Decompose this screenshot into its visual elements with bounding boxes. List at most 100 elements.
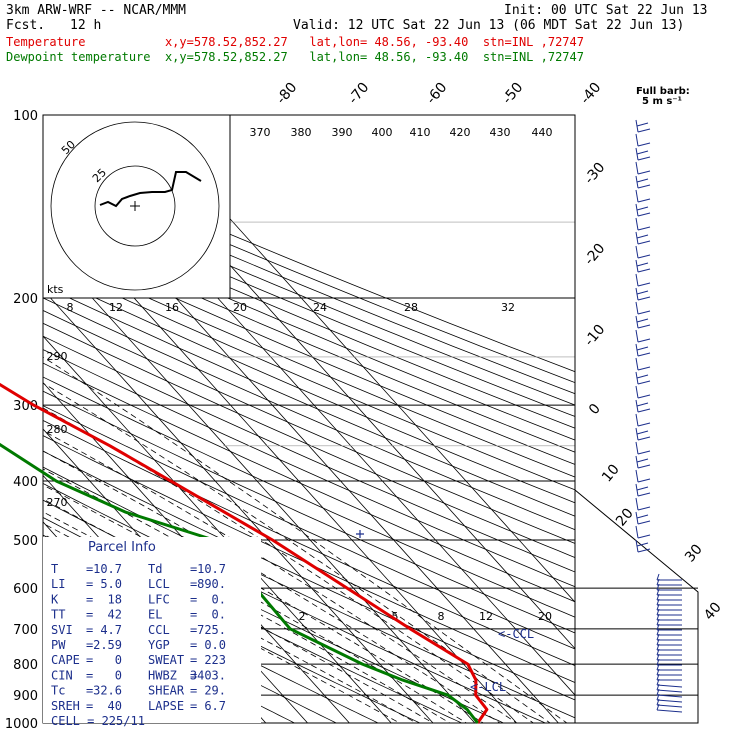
- parcel-value: 6.7: [204, 699, 226, 713]
- isotherm-line: [43, 289, 434, 723]
- wind-barb-flag: [656, 593, 660, 601]
- parcel-value: 0.: [212, 608, 226, 622]
- wind-barb-flag: [656, 608, 660, 616]
- wind-barb: [656, 583, 682, 591]
- wind-barb-flag: [656, 673, 660, 681]
- parcel-equals: =: [190, 684, 197, 698]
- wind-barb: [635, 217, 651, 231]
- wind-barb-flag: [637, 282, 651, 287]
- wind-barb-flag: [636, 430, 649, 435]
- wind-barb: [635, 497, 651, 511]
- moist-adiabat-line: [43, 468, 484, 723]
- wind-barb: [635, 385, 651, 399]
- theta-e-label: 370: [250, 126, 271, 139]
- parcel-equals: =: [86, 699, 93, 713]
- wind-barb-flag: [637, 296, 651, 301]
- wind-barb-flag: [636, 290, 649, 295]
- wind-panel-frame: [574, 489, 699, 724]
- wind-barb-flag: [637, 352, 651, 357]
- wind-barb: [656, 698, 683, 708]
- dry-adiabat-line: [43, 310, 575, 544]
- wind-barb: [635, 441, 651, 455]
- parcel-value: 890.: [197, 577, 226, 591]
- parcel-equals: =: [86, 577, 93, 591]
- parcel-equals: =: [86, 592, 93, 606]
- wind-barb: [635, 455, 651, 469]
- wind-barb-flag: [656, 648, 660, 656]
- wind-barb-flag: [656, 603, 660, 611]
- wind-barb-flag: [636, 122, 649, 127]
- parcel-value: 0.: [212, 592, 226, 606]
- wind-barb-flag: [656, 643, 660, 651]
- wind-barb-staff: [635, 217, 639, 231]
- wind-barb-staff: [635, 525, 639, 539]
- wind-key-label: Full barb:: [636, 86, 690, 97]
- wind-barb: [656, 688, 683, 698]
- wind-barb-flag: [656, 638, 660, 646]
- dry-adiabat-line: [43, 335, 575, 573]
- isotherm-label: -70: [345, 80, 372, 108]
- wind-barb-flag: [637, 548, 651, 553]
- parcel-equals: =: [86, 562, 93, 576]
- wind-barb-flag: [637, 184, 651, 189]
- wind-barb-staff: [635, 497, 639, 511]
- theta-e-label: 400: [372, 126, 393, 139]
- parcel-info-title: Parcel Info: [88, 540, 156, 555]
- wind-barb-flag: [637, 338, 651, 343]
- isotherm-label: 30: [682, 541, 706, 565]
- wind-barb: [656, 678, 683, 688]
- mixing-ratio-label: 20: [538, 610, 552, 623]
- theta-e-label: 430: [490, 126, 511, 139]
- wind-barb-flag: [637, 450, 651, 455]
- wind-barb: [656, 693, 683, 703]
- wind-barb-flag: [637, 324, 651, 329]
- parcel-value: 0.0: [204, 638, 226, 652]
- wind-barb-flag: [637, 240, 651, 245]
- parcel-key: Td: [148, 562, 162, 576]
- wind-barb: [656, 598, 682, 606]
- wind-barb: [656, 573, 682, 581]
- wind-barb-flag: [656, 628, 660, 636]
- wind-barb-flag: [656, 658, 660, 666]
- parcel-key: CIN: [51, 668, 73, 682]
- hodograph-trace: [99, 171, 202, 208]
- dry-adiabat-line: [43, 173, 575, 395]
- wind-barb-flag: [636, 402, 649, 407]
- wind-barb: [656, 643, 682, 651]
- wind-barb-staff: [656, 694, 683, 698]
- parcel-value: 42: [108, 608, 122, 622]
- wind-barb-flag: [656, 623, 660, 631]
- mixing-ratio-label: 5: [392, 610, 399, 623]
- wind-barb-flag: [637, 422, 651, 427]
- parcel-key: TT: [51, 608, 65, 622]
- pressure-label: 900: [13, 689, 38, 704]
- wind-barb-flag: [636, 150, 649, 155]
- parcel-value: 725.: [197, 623, 226, 637]
- parcel-value: 29.: [204, 684, 226, 698]
- dewpoint-legend: Dewpoint temperature x,y=578.52,852.27 l…: [6, 50, 584, 64]
- dry-adiabat-line: [43, 466, 575, 719]
- dry-adiabat-line: [43, 285, 575, 517]
- wind-barb: [635, 287, 651, 301]
- isotherm-label: -20: [581, 241, 608, 269]
- pressure-label: 800: [13, 658, 38, 673]
- mixing-ratio-label: 2: [299, 610, 306, 623]
- wind-barb: [656, 613, 682, 621]
- isotherm-label: -50: [499, 80, 526, 108]
- wind-barb: [656, 658, 682, 666]
- isotherm-line: [43, 335, 392, 723]
- parcel-key: YGP: [148, 638, 170, 652]
- wind-barb: [635, 147, 651, 161]
- wind-barb-staff: [635, 329, 639, 343]
- parcel-key: SWEAT: [148, 653, 184, 667]
- parcel-key: HWBZ: [148, 668, 177, 682]
- temperature-profile-line: [0, 382, 489, 724]
- wind-barb-flag: [656, 613, 660, 621]
- lcl-annotation: <-LCL: [470, 680, 506, 694]
- wind-barb-flag: [637, 128, 651, 133]
- parcel-equals: =: [190, 592, 197, 606]
- speed-label: 28: [404, 301, 418, 314]
- diagram-frame: [42, 114, 576, 724]
- wind-barb-flag: [637, 492, 651, 497]
- wind-barb: [656, 703, 683, 713]
